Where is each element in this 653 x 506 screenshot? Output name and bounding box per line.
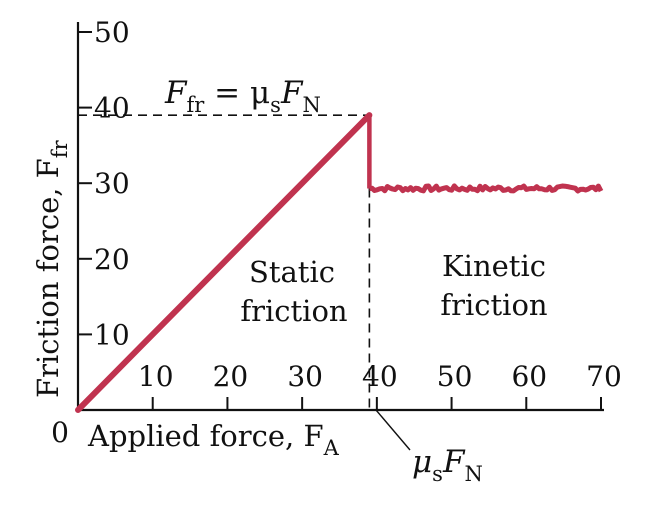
static-max-annotation: Ffr = μsFN bbox=[164, 75, 321, 117]
x-tick-label: 10 bbox=[138, 360, 174, 393]
y-tick-label: 50 bbox=[94, 16, 130, 49]
x-axis-label: Applied force, FA bbox=[87, 419, 340, 460]
threshold-annotation: μsFN bbox=[412, 444, 483, 486]
static-region-label-line2: friction bbox=[240, 294, 347, 328]
x-tick-label: 60 bbox=[511, 360, 547, 393]
y-tick-label: 40 bbox=[94, 92, 130, 125]
y-tick-label: 30 bbox=[94, 167, 130, 200]
threshold-leader-line bbox=[375, 409, 411, 451]
x-tick-label: 30 bbox=[287, 360, 323, 393]
kinetic-region-label-line1: Kinetic bbox=[442, 249, 546, 283]
x-tick-label: 40 bbox=[362, 360, 398, 393]
kinetic-region-label-line2: friction bbox=[440, 288, 547, 322]
x-tick-label: 20 bbox=[213, 360, 249, 393]
y-tick-label: 20 bbox=[94, 243, 130, 276]
y-tick-label: 10 bbox=[94, 318, 130, 351]
static-friction-line bbox=[75, 112, 373, 413]
x-tick-label: 50 bbox=[437, 360, 473, 393]
x-tick-label: 70 bbox=[586, 360, 622, 393]
static-region-label-line1: Static bbox=[249, 255, 335, 289]
origin-label: 0 bbox=[51, 416, 69, 449]
y-axis-label: Friction force, Ffr bbox=[31, 139, 72, 398]
x-ticks: 10 20 30 40 50 60 70 bbox=[138, 360, 622, 410]
y-ticks: 10 20 30 40 50 bbox=[78, 16, 130, 351]
kinetic-friction-line bbox=[369, 183, 604, 194]
